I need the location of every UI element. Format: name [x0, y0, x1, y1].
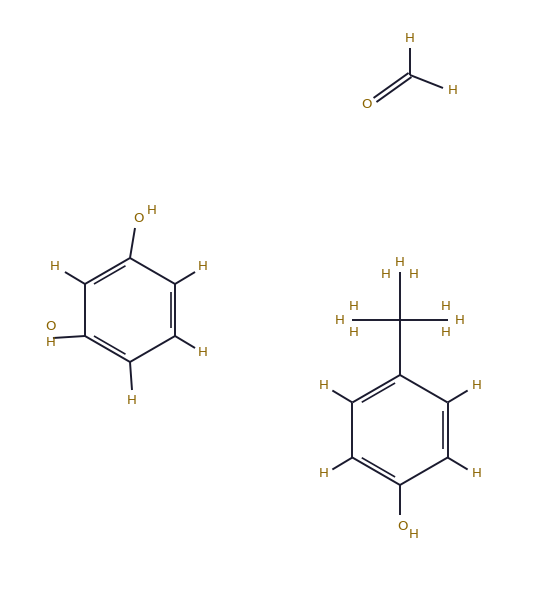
Text: H: H: [349, 301, 359, 313]
Text: O: O: [133, 211, 143, 225]
Text: H: H: [409, 528, 419, 541]
Text: H: H: [319, 379, 328, 392]
Text: H: H: [409, 268, 419, 280]
Text: O: O: [46, 319, 56, 332]
Text: O: O: [361, 98, 371, 111]
Text: H: H: [335, 313, 345, 326]
Text: H: H: [198, 261, 208, 274]
Text: H: H: [147, 204, 157, 216]
Text: O: O: [397, 519, 407, 533]
Text: H: H: [50, 261, 60, 274]
Text: H: H: [405, 32, 415, 46]
Text: H: H: [455, 313, 465, 326]
Text: H: H: [46, 335, 56, 349]
Text: H: H: [395, 256, 405, 268]
Text: H: H: [381, 268, 391, 280]
Text: H: H: [441, 301, 451, 313]
Text: H: H: [319, 467, 328, 480]
Text: H: H: [198, 346, 208, 358]
Text: H: H: [448, 83, 458, 96]
Text: H: H: [471, 379, 481, 392]
Text: H: H: [349, 326, 359, 340]
Text: H: H: [127, 394, 137, 407]
Text: H: H: [471, 467, 481, 480]
Text: H: H: [441, 326, 451, 340]
